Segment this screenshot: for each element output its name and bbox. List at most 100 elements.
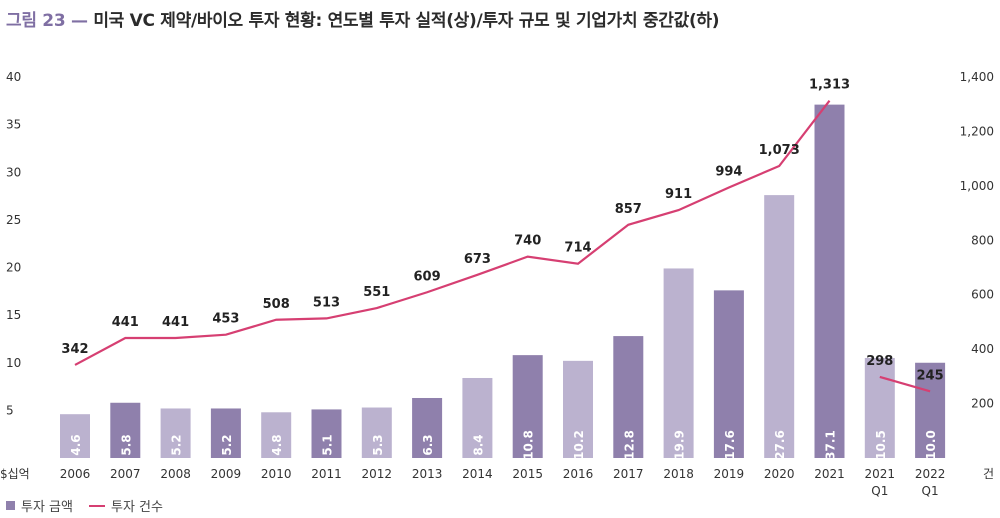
line-data-label: 1,313: [809, 78, 850, 93]
bar-investment-amount: [512, 355, 543, 458]
chart-legend: 투자 금액 투자 건수: [6, 496, 163, 515]
x-tick-label: 2013: [412, 467, 443, 481]
line-data-label: 911: [665, 187, 692, 202]
line-data-label: 1,073: [759, 143, 800, 158]
bar-data-label: 5.2: [220, 434, 234, 455]
y-right-tick-label: 1,000: [960, 179, 994, 193]
bar-investment-amount: [210, 408, 241, 458]
legend-line-label: 투자 건수: [110, 500, 163, 515]
bar-investment-amount: [361, 407, 392, 458]
x-tick-label: 2010: [261, 467, 292, 481]
x-tick-label: 2018: [663, 467, 694, 481]
bar-investment-amount: [663, 268, 694, 458]
x-tick-label: Q1: [922, 484, 939, 498]
y-left-tick-label: 5: [6, 403, 14, 417]
bar-data-label: 12.8: [622, 430, 636, 460]
bar-investment-amount: [412, 397, 443, 458]
x-tick-label: 2016: [563, 467, 594, 481]
bar-investment-amount: [764, 195, 795, 459]
y-right-tick-label: 1,400: [960, 70, 994, 84]
line-data-label: 673: [464, 252, 491, 267]
bar-data-label: 10.8: [522, 430, 536, 460]
x-tick-label: 2021: [865, 467, 896, 481]
y-left-tick-label: 30: [6, 165, 21, 179]
line-data-label: 609: [414, 269, 441, 284]
line-data-label: 714: [564, 241, 591, 256]
bar-data-label: 5.2: [170, 434, 184, 455]
figure-label: 그림 23 —: [6, 11, 88, 31]
y-right-tick-label: 400: [971, 342, 994, 356]
legend-item-amount: 투자 금액: [6, 496, 73, 515]
bar-data-label: 6.3: [421, 434, 435, 455]
x-tick-label: 2012: [362, 467, 393, 481]
y-right-tick-label: 200: [971, 397, 994, 411]
bar-investment-amount: [864, 357, 895, 458]
line-investment-count: [879, 375, 931, 393]
bar-investment-amount: [563, 360, 593, 458]
legend-bar-label: 투자 금액: [21, 500, 73, 515]
y-left-tick-label: 25: [6, 213, 21, 227]
bar-data-label: 17.6: [723, 430, 737, 460]
x-tick-label: 2007: [110, 467, 141, 481]
bar-data-label: 37.1: [824, 430, 838, 460]
figure-title-text: 미국 VC 제약/바이오 투자 현황: 연도별 투자 실적(상)/투자 규모 및…: [93, 11, 720, 31]
bar-data-label: 19.9: [673, 430, 687, 460]
bar-data-label: 5.8: [119, 434, 133, 455]
line-data-label: 513: [313, 295, 340, 310]
bar-data-label: 4.6: [69, 434, 83, 455]
legend-line-swatch: [88, 504, 105, 507]
legend-item-count: 투자 건수: [88, 496, 163, 515]
line-data-label: 551: [363, 285, 390, 300]
line-data-label: 245: [917, 368, 944, 383]
y-right-axis-label: 건: [983, 467, 994, 481]
bar-data-label: 10.5: [874, 430, 888, 460]
x-tick-label: 2015: [512, 467, 543, 481]
bar-investment-amount: [261, 412, 292, 458]
bar-data-label: 5.3: [371, 434, 385, 455]
bar-data-label: 4.8: [270, 434, 284, 455]
y-left-tick-label: 35: [6, 118, 21, 132]
legend-bar-swatch: [6, 501, 15, 510]
bar-data-label: 10.0: [924, 430, 938, 460]
y-left-tick-label: 20: [6, 261, 21, 275]
x-tick-label: 2006: [60, 467, 91, 481]
x-tick-label: 2020: [764, 467, 795, 481]
x-tick-label: 2017: [613, 467, 644, 481]
bar-data-label: 10.2: [572, 430, 586, 460]
bar-investment-amount: [814, 104, 845, 458]
line-data-label: 342: [61, 342, 88, 357]
bar-data-label: 5.1: [321, 434, 335, 455]
x-tick-label: 2009: [211, 467, 242, 481]
line-data-label: 857: [615, 202, 642, 217]
bar-investment-amount: [160, 408, 191, 458]
line-data-label: 441: [112, 315, 139, 330]
bar-investment-amount: [915, 362, 946, 458]
line-investment-count: [74, 100, 831, 366]
line-data-label: 508: [263, 297, 290, 312]
x-tick-label: 2014: [462, 467, 493, 481]
line-data-label: 298: [866, 354, 893, 369]
x-tick-label: 2008: [160, 467, 191, 481]
y-right-tick-label: 600: [971, 288, 994, 302]
y-left-tick-label: 40: [6, 70, 21, 84]
bar-investment-amount: [110, 402, 141, 458]
line-data-label: 994: [715, 164, 742, 179]
line-data-label: 740: [514, 234, 541, 249]
bar-investment-amount: [713, 290, 744, 458]
chart-title: 그림 23 — 미국 VC 제약/바이오 투자 현황: 연도별 투자 실적(상)…: [6, 6, 720, 31]
y-left-tick-label: 15: [6, 308, 21, 322]
y-right-tick-label: 1,200: [960, 124, 994, 138]
bar-investment-amount: [613, 336, 644, 458]
y-right-tick-label: 800: [971, 233, 994, 247]
bar-investment-amount: [311, 409, 342, 458]
x-tick-label: Q1: [871, 484, 888, 498]
line-data-label: 441: [162, 315, 189, 330]
y-left-tick-label: 10: [6, 356, 21, 370]
bar-data-label: 8.4: [471, 434, 485, 455]
bar-investment-amount: [462, 377, 493, 458]
x-tick-label: 2011: [311, 467, 342, 481]
x-tick-label: 2021: [814, 467, 845, 481]
bar-data-label: 27.6: [773, 430, 787, 460]
x-tick-label: 2022: [915, 467, 946, 481]
